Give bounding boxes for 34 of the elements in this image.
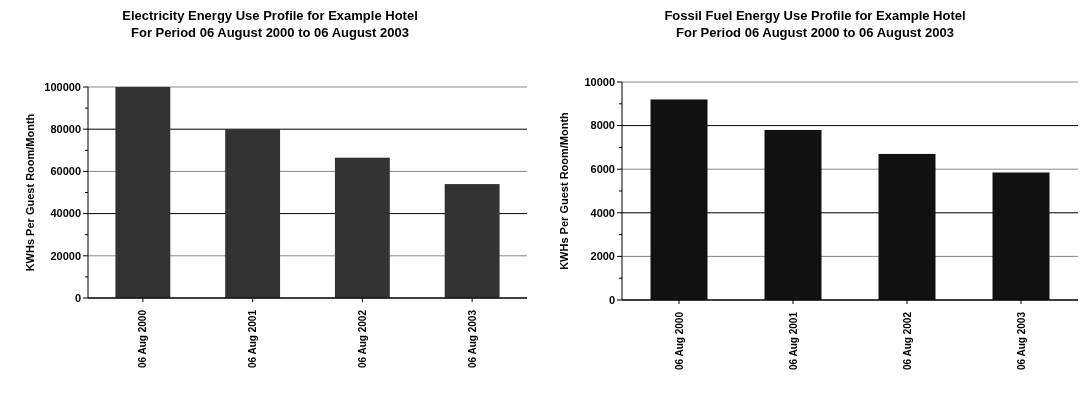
y-tick-label: 80000 (50, 123, 81, 136)
x-tick-label: 06 Aug 2001 (787, 311, 799, 370)
x-tick-label: 06 Aug 2003 (1015, 311, 1027, 370)
chart-subtitle: For Period 06 August 2000 to 06 August 2003 (131, 25, 409, 40)
chart-title: Electricity Energy Use Profile for Example Hotel (122, 8, 418, 23)
y-tick-label: 60000 (50, 165, 81, 178)
x-tick-label: 06 Aug 2003 (466, 309, 478, 368)
y-axis-title: KWHs Per Guest Room/Month (557, 111, 570, 270)
y-tick-label: 10000 (584, 75, 615, 88)
x-tick-label: 06 Aug 2000 (673, 311, 685, 370)
y-tick-label: 40000 (50, 207, 81, 220)
y-tick-label: 4000 (590, 206, 615, 219)
y-tick-label: 2000 (590, 250, 615, 263)
bar (334, 157, 390, 298)
bar (650, 99, 708, 300)
bar (878, 153, 936, 300)
x-tick-label: 06 Aug 2001 (247, 309, 259, 368)
y-tick-label: 100000 (44, 80, 81, 93)
bar (115, 87, 171, 298)
x-tick-label: 06 Aug 2002 (901, 311, 913, 370)
y-tick-label: 6000 (590, 163, 615, 176)
x-tick-label: 06 Aug 2000 (137, 309, 149, 368)
y-tick-label: 0 (74, 291, 81, 304)
y-tick-label: 0 (608, 293, 615, 306)
y-axis-title: KWHs Per Guest Room/Month (23, 113, 36, 272)
bar (225, 129, 281, 298)
x-tick-label: 06 Aug 2002 (356, 309, 368, 368)
chart-subtitle: For Period 06 August 2000 to 06 August 2003 (676, 25, 954, 40)
y-tick-label: 20000 (50, 249, 81, 262)
y-tick-label: 8000 (590, 119, 615, 132)
chart-title: Fossil Fuel Energy Use Profile for Example Hotel (664, 8, 966, 23)
bar (444, 184, 500, 298)
bar (764, 129, 822, 300)
bar (992, 172, 1050, 300)
